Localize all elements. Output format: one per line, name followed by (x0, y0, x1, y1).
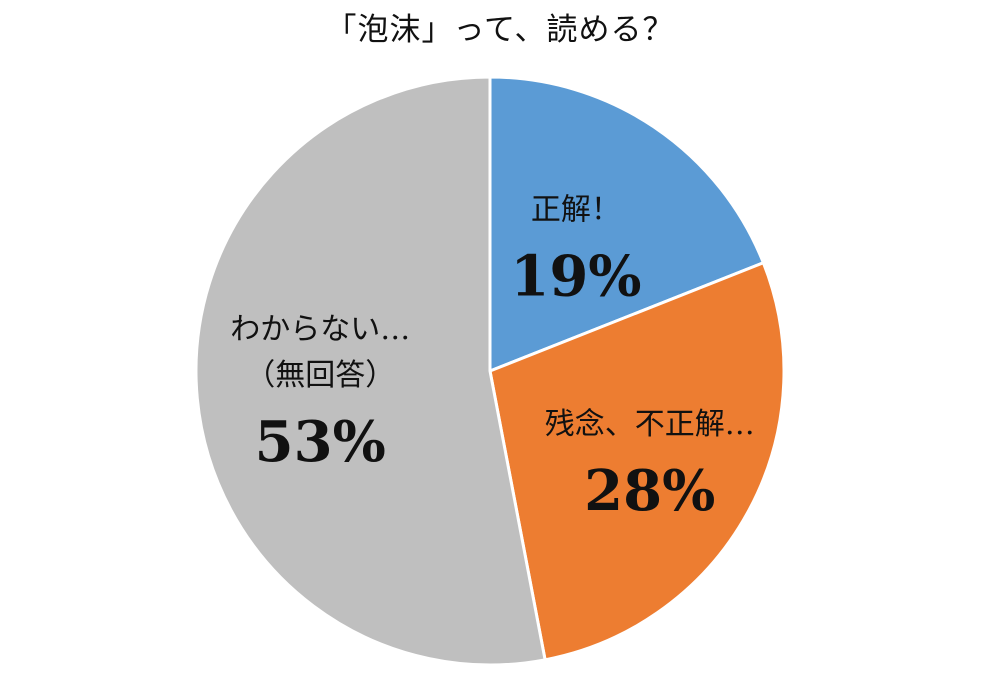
slice-value-0: 19% (510, 244, 641, 310)
slice-name-2-0: わからない… (230, 312, 410, 347)
slice-label-2: わからない… （無回答） 53% (230, 312, 410, 475)
slice-label-0: 正解！ 19% (510, 193, 641, 310)
pie-slice-0 (488, 75, 765, 373)
chart-title: 「泡沫」って、読める？ (325, 12, 675, 48)
slice-value-1: 28% (584, 458, 715, 524)
slice-name-1-0: 残念、不正解… (545, 407, 755, 442)
slice-name-0-0: 正解！ (531, 193, 621, 228)
slice-value-2: 53% (255, 409, 386, 475)
slice-name-2-1: （無回答） (245, 358, 395, 393)
pie-slices (194, 75, 786, 667)
pie-labels: 正解！ 19% 残念、不正解… 28% わからない… （無回答） 53% (230, 193, 754, 524)
pie-slice-1 (488, 261, 786, 662)
pie-slice-2 (194, 75, 547, 667)
slice-label-1: 残念、不正解… 28% (545, 407, 755, 524)
